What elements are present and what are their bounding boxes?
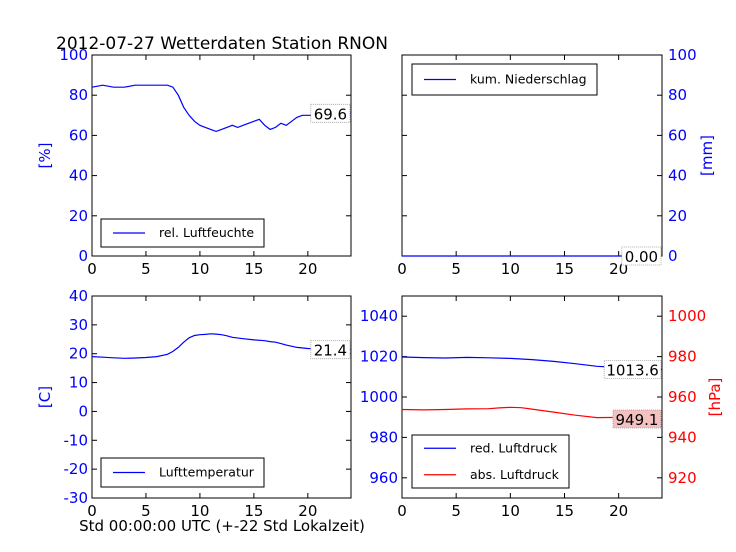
series-line [401,406,663,420]
x-tick-label: 15 [244,260,263,278]
x-tick-label: 20 [298,502,317,520]
x-tick-label: 5 [451,502,461,520]
x-tick-label: 0 [87,502,97,520]
x-tick-label: 10 [190,502,209,520]
y-tick-label: 60 [668,126,687,144]
y-tick-label: 40 [69,167,88,185]
y-tick-label: -20 [64,460,89,478]
y-tick-label: 10 [69,374,88,392]
x-tick-label: 15 [555,260,574,278]
legend-box [411,434,570,489]
y-tick-label: 60 [69,126,88,144]
series-line [91,333,351,359]
panel-humidity: 0 5 10 15 20 0 20 40 60 80 100 [%] 69.6 rel. Luftfeuc… [36,46,352,278]
y-tick-label: 30 [69,316,88,334]
y-right-axis-label: [hPa] [706,378,724,417]
x-tick-label: 10 [190,260,209,278]
x-tick-label: 20 [298,260,317,278]
legend-label: kum. Niederschlag [470,72,587,87]
last-value-label: 21.4 [314,342,347,360]
y-tick-label: 40 [668,167,687,185]
y-axis-label: [mm] [698,135,716,176]
figure-footer: Std 00:00:00 UTC (+-22 Std Lokalzeit) [79,517,365,535]
x-tick-label: 10 [501,502,520,520]
last-value-box [310,340,351,360]
y-tick-label: 1040 [360,307,398,325]
series-line [91,84,351,133]
legend-label: abs. Luftdruck [470,467,560,482]
legend-label: rel. Luftfeuchte [159,225,254,240]
x-tick-label: 5 [141,502,151,520]
last-value-box [612,409,662,429]
last-value-label: 69.6 [314,105,347,123]
y-tick-label: 20 [69,345,88,363]
x-tick-label: 10 [501,260,520,278]
last-value-label: 949.1 [616,411,659,429]
x-tick-label: 0 [397,260,407,278]
y-tick-label: 20 [668,207,687,225]
last-value-box [621,246,662,266]
legend-label: Lufttemperatur [159,465,255,480]
last-value-label: 1013.6 [606,362,659,380]
y-tick-label: 80 [69,86,88,104]
last-value-label: 0.00 [625,248,658,266]
x-tick-label: 20 [609,502,628,520]
y-axis-label: [%] [36,143,54,169]
y-tick-label: 20 [69,207,88,225]
panel-temperature: 0 5 10 15 20 -30 -20 -10 0 10 20 30 40 [C] 21.4 Lufttem… [36,287,352,520]
figure-title: 2012-07-27 Wetterdaten Station RNON [56,34,388,54]
y-tick-label: 80 [668,86,687,104]
y-right-tick-label: 1000 [668,307,706,325]
y-tick-label: 100 [59,46,88,64]
y-tick-label: 40 [69,287,88,305]
y-tick-label: 1020 [360,348,398,366]
legend-label: red. Luftdruck [470,440,558,455]
x-tick-label: 5 [141,260,151,278]
x-tick-label: 15 [555,502,574,520]
last-value-box [603,360,662,379]
last-value-box [310,103,351,123]
x-tick-label: 0 [397,502,407,520]
y-right-tick-label: 920 [668,469,697,487]
y-tick-label: 100 [668,46,697,64]
y-tick-label: 960 [369,469,398,487]
y-tick-label: 0 [668,247,678,265]
y-tick-label: -10 [64,431,89,449]
panel-pressure: 0 5 10 15 20 960 980 1000 1020 1040 920 940 960 980 10… [360,295,724,520]
y-right-tick-label: 940 [668,428,697,446]
x-tick-label: 0 [87,260,97,278]
x-tick-label: 15 [244,502,263,520]
x-tick-label: 5 [451,260,461,278]
y-tick-label: 0 [78,247,88,265]
y-right-tick-label: 960 [668,388,697,406]
y-axis-label: [C] [36,386,54,408]
y-tick-label: 0 [78,402,88,420]
y-tick-label: -30 [64,489,89,507]
y-tick-label: 980 [369,428,398,446]
y-tick-label: 1000 [360,388,398,406]
y-right-tick-label: 980 [668,348,697,366]
